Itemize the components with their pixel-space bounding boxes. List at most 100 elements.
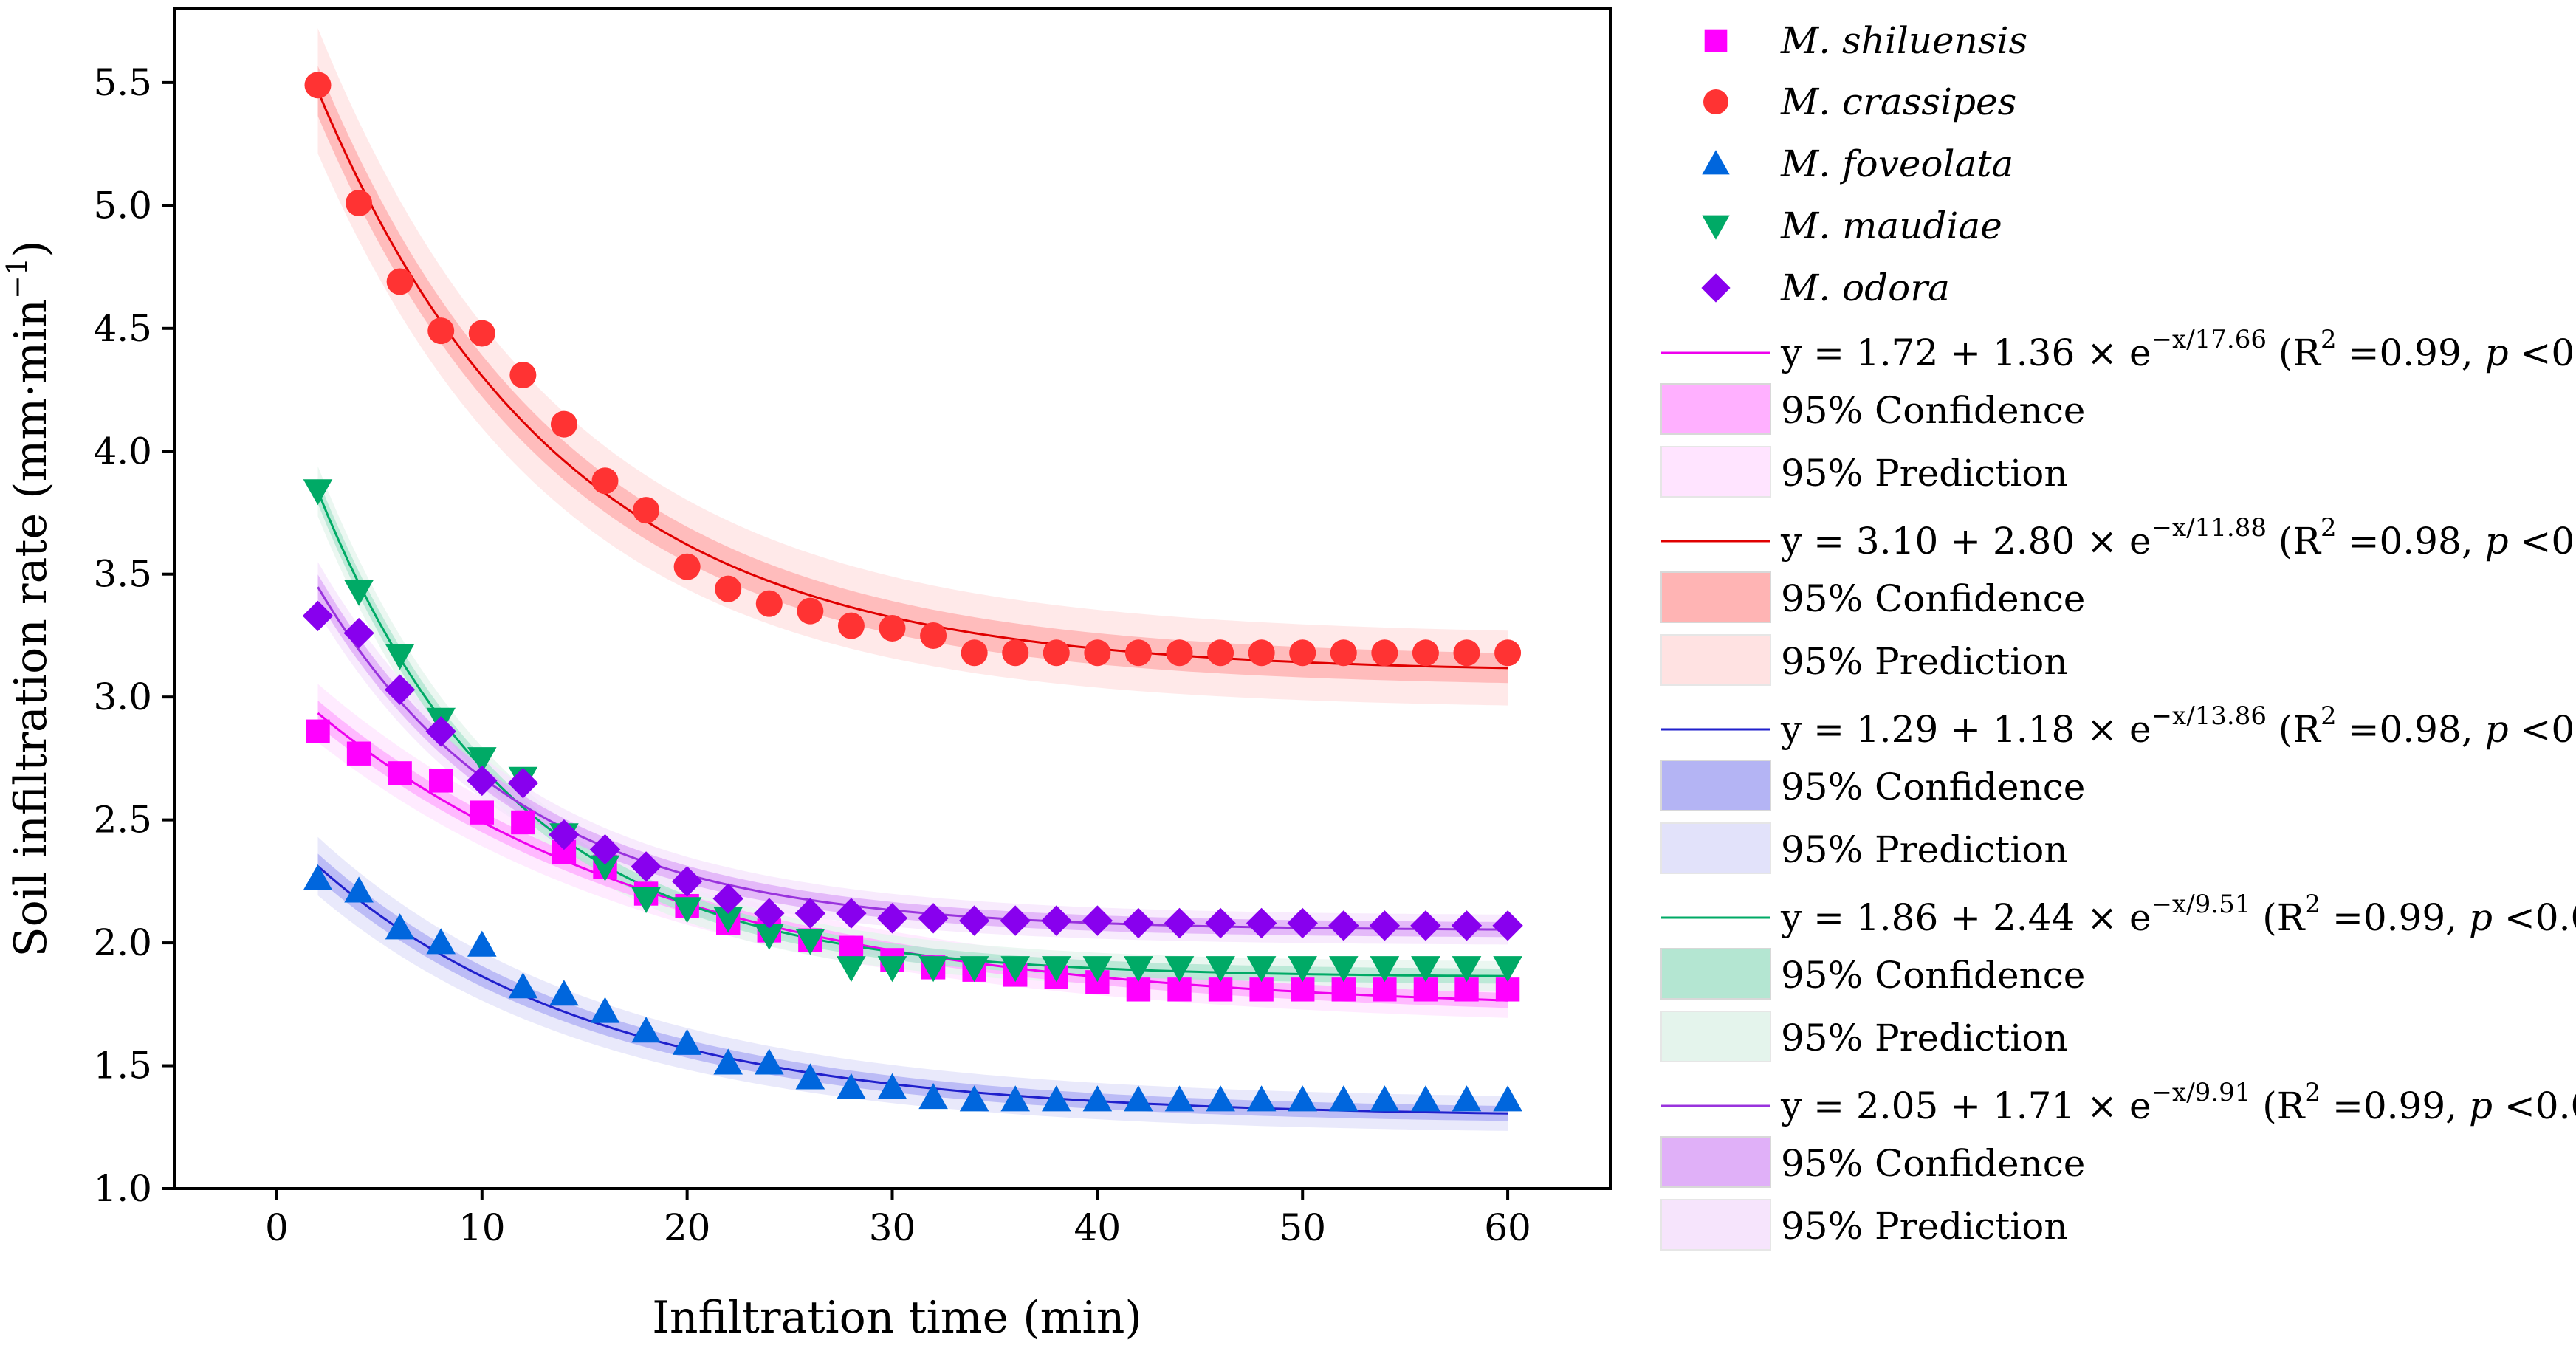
data-point (1125, 639, 1152, 666)
legend-confidence-swatch-1 (1661, 572, 1770, 622)
legend-prediction-swatch-4 (1661, 1200, 1770, 1250)
infiltration-chart: 0 10 20 30 40 50 60 1.01.52.02.53.03.54.04.55.… (0, 0, 2576, 1351)
data-point (1207, 639, 1234, 666)
data-point (511, 811, 535, 834)
legend-prediction-swatch-0 (1661, 447, 1770, 497)
data-point (1454, 639, 1480, 666)
x-tick-label: 50 (1279, 1206, 1326, 1249)
legend-fit-part: 2 (2304, 890, 2321, 919)
data-point (469, 320, 495, 346)
legend-fit-part: p (2485, 520, 2509, 563)
x-tick-label: 60 (1484, 1206, 1531, 1249)
x-tick-label: 40 (1074, 1206, 1122, 1249)
legend-marker-1 (1703, 89, 1728, 114)
data-point (1167, 639, 1193, 666)
data-point (715, 576, 741, 602)
legend-fit-part: 2 (2321, 701, 2337, 731)
legend-fit-part: (R (2267, 331, 2321, 374)
data-point (306, 720, 329, 743)
y-tick-label: 4.5 (93, 307, 152, 350)
legend-fit-part: =0.99, (2321, 896, 2469, 939)
data-point (387, 269, 413, 295)
data-point (674, 554, 701, 580)
data-point (920, 622, 947, 649)
y-axis-label-close: ) (5, 240, 57, 257)
legend-series-label-4: M. odora (1780, 267, 1950, 309)
legend-fit-part: y = 1.86 + 2.44 × e (1780, 896, 2151, 939)
legend-fit-part: y = 3.10 + 2.80 × e (1780, 520, 2151, 563)
legend-fit-part: <0.0001) (2493, 1084, 2576, 1127)
legend-prediction-label-1: 95% Prediction (1781, 640, 2068, 683)
legend-fit-part: −x/13.86 (2151, 701, 2267, 731)
legend-prediction-swatch-3 (1661, 1011, 1770, 1062)
y-axis-label: Soil infiltration rate (mm·min−1) (1, 240, 57, 957)
legend-fit-part: =0.98, (2337, 520, 2485, 563)
legend-confidence-swatch-0 (1661, 384, 1770, 434)
legend-fit-equation-1: y = 3.10 + 2.80 × e−x/11.88 (R2 =0.98, p… (1780, 513, 2576, 563)
legend-fit-part: p (2469, 1084, 2493, 1127)
legend-fit-part: p (2469, 896, 2493, 939)
legend-fit-part: p (2485, 708, 2509, 751)
x-tick-label: 0 (265, 1206, 289, 1249)
legend-series-label-1: M. crassipes (1780, 80, 2016, 123)
y-tick-label: 4.0 (93, 430, 152, 472)
data-point (509, 362, 536, 388)
legend-prediction-label-0: 95% Prediction (1781, 452, 2068, 495)
legend-fit-part: <0.0001) (2509, 708, 2576, 751)
confidence-prediction-bands (318, 28, 1508, 1131)
data-point (797, 598, 823, 625)
legend-fit-equation-4: y = 2.05 + 1.71 × e−x/9.91 (R2 =0.99, p … (1780, 1078, 2576, 1127)
data-point (346, 190, 372, 216)
legend-prediction-label-4: 95% Prediction (1781, 1205, 2068, 1248)
y-axis-label-sup: −1 (1, 258, 33, 299)
legend-fit-part: p (2485, 331, 2509, 374)
y-tick-label: 1.5 (93, 1045, 152, 1087)
legend-fit-part: y = 1.72 + 1.36 × e (1780, 331, 2151, 374)
legend-confidence-label-4: 95% Confidence (1781, 1142, 2085, 1185)
data-point (1084, 639, 1110, 666)
y-tick-label: 5.0 (93, 184, 152, 227)
legend-fit-part: 2 (2321, 325, 2337, 354)
legend: M. shiluensisM. crassipesM. foveolataM. … (1661, 19, 2576, 1250)
data-point (592, 467, 619, 494)
legend-confidence-swatch-4 (1661, 1137, 1770, 1187)
legend-fit-part: (R (2250, 896, 2305, 939)
data-point (633, 497, 659, 523)
data-point (1494, 639, 1521, 666)
legend-fit-part: <0.0001) (2509, 331, 2576, 374)
legend-fit-part: y = 1.29 + 1.18 × e (1780, 708, 2151, 751)
data-point (1043, 639, 1070, 666)
legend-series-label-0: M. shiluensis (1780, 19, 2027, 62)
prediction-band-1 (318, 28, 1508, 705)
x-tick-label: 30 (869, 1206, 916, 1249)
x-tick-label: 10 (458, 1206, 506, 1249)
legend-fit-part: 2 (2321, 513, 2337, 543)
data-point (839, 936, 863, 960)
legend-fit-part: (R (2250, 1084, 2305, 1127)
legend-prediction-label-3: 95% Prediction (1781, 1017, 2068, 1059)
legend-fit-part: (R (2267, 708, 2321, 751)
legend-fit-part: −x/9.91 (2151, 1078, 2251, 1107)
legend-confidence-swatch-3 (1661, 949, 1770, 999)
legend-fit-equation-2: y = 1.29 + 1.18 × e−x/13.86 (R2 =0.98, p… (1780, 701, 2576, 751)
data-point (305, 72, 332, 98)
data-point (1002, 639, 1028, 666)
legend-confidence-label-2: 95% Confidence (1781, 766, 2085, 808)
data-point (879, 615, 906, 642)
data-point (1412, 639, 1439, 666)
data-point (961, 639, 988, 666)
y-tick-label: 5.5 (93, 61, 152, 104)
y-tick-label: 2.5 (93, 799, 152, 842)
legend-fit-part: −x/9.51 (2151, 890, 2251, 919)
data-point (427, 317, 454, 344)
legend-fit-part: =0.99, (2337, 331, 2485, 374)
y-axis-ticks: 1.0 1.5 2.0 2.5 3.0 3.5 4.0 4.5 5.0 5.5 (93, 61, 174, 1210)
x-axis-ticks: 0 10 20 30 40 50 60 (265, 1189, 1531, 1249)
legend-fit-part: =0.98, (2337, 708, 2485, 751)
x-tick-label: 20 (664, 1206, 711, 1249)
legend-confidence-label-0: 95% Confidence (1781, 389, 2085, 432)
y-tick-label: 1.0 (93, 1167, 152, 1210)
data-point (347, 742, 371, 766)
legend-fit-part: <0.0001) (2493, 896, 2576, 939)
data-point (837, 956, 866, 982)
